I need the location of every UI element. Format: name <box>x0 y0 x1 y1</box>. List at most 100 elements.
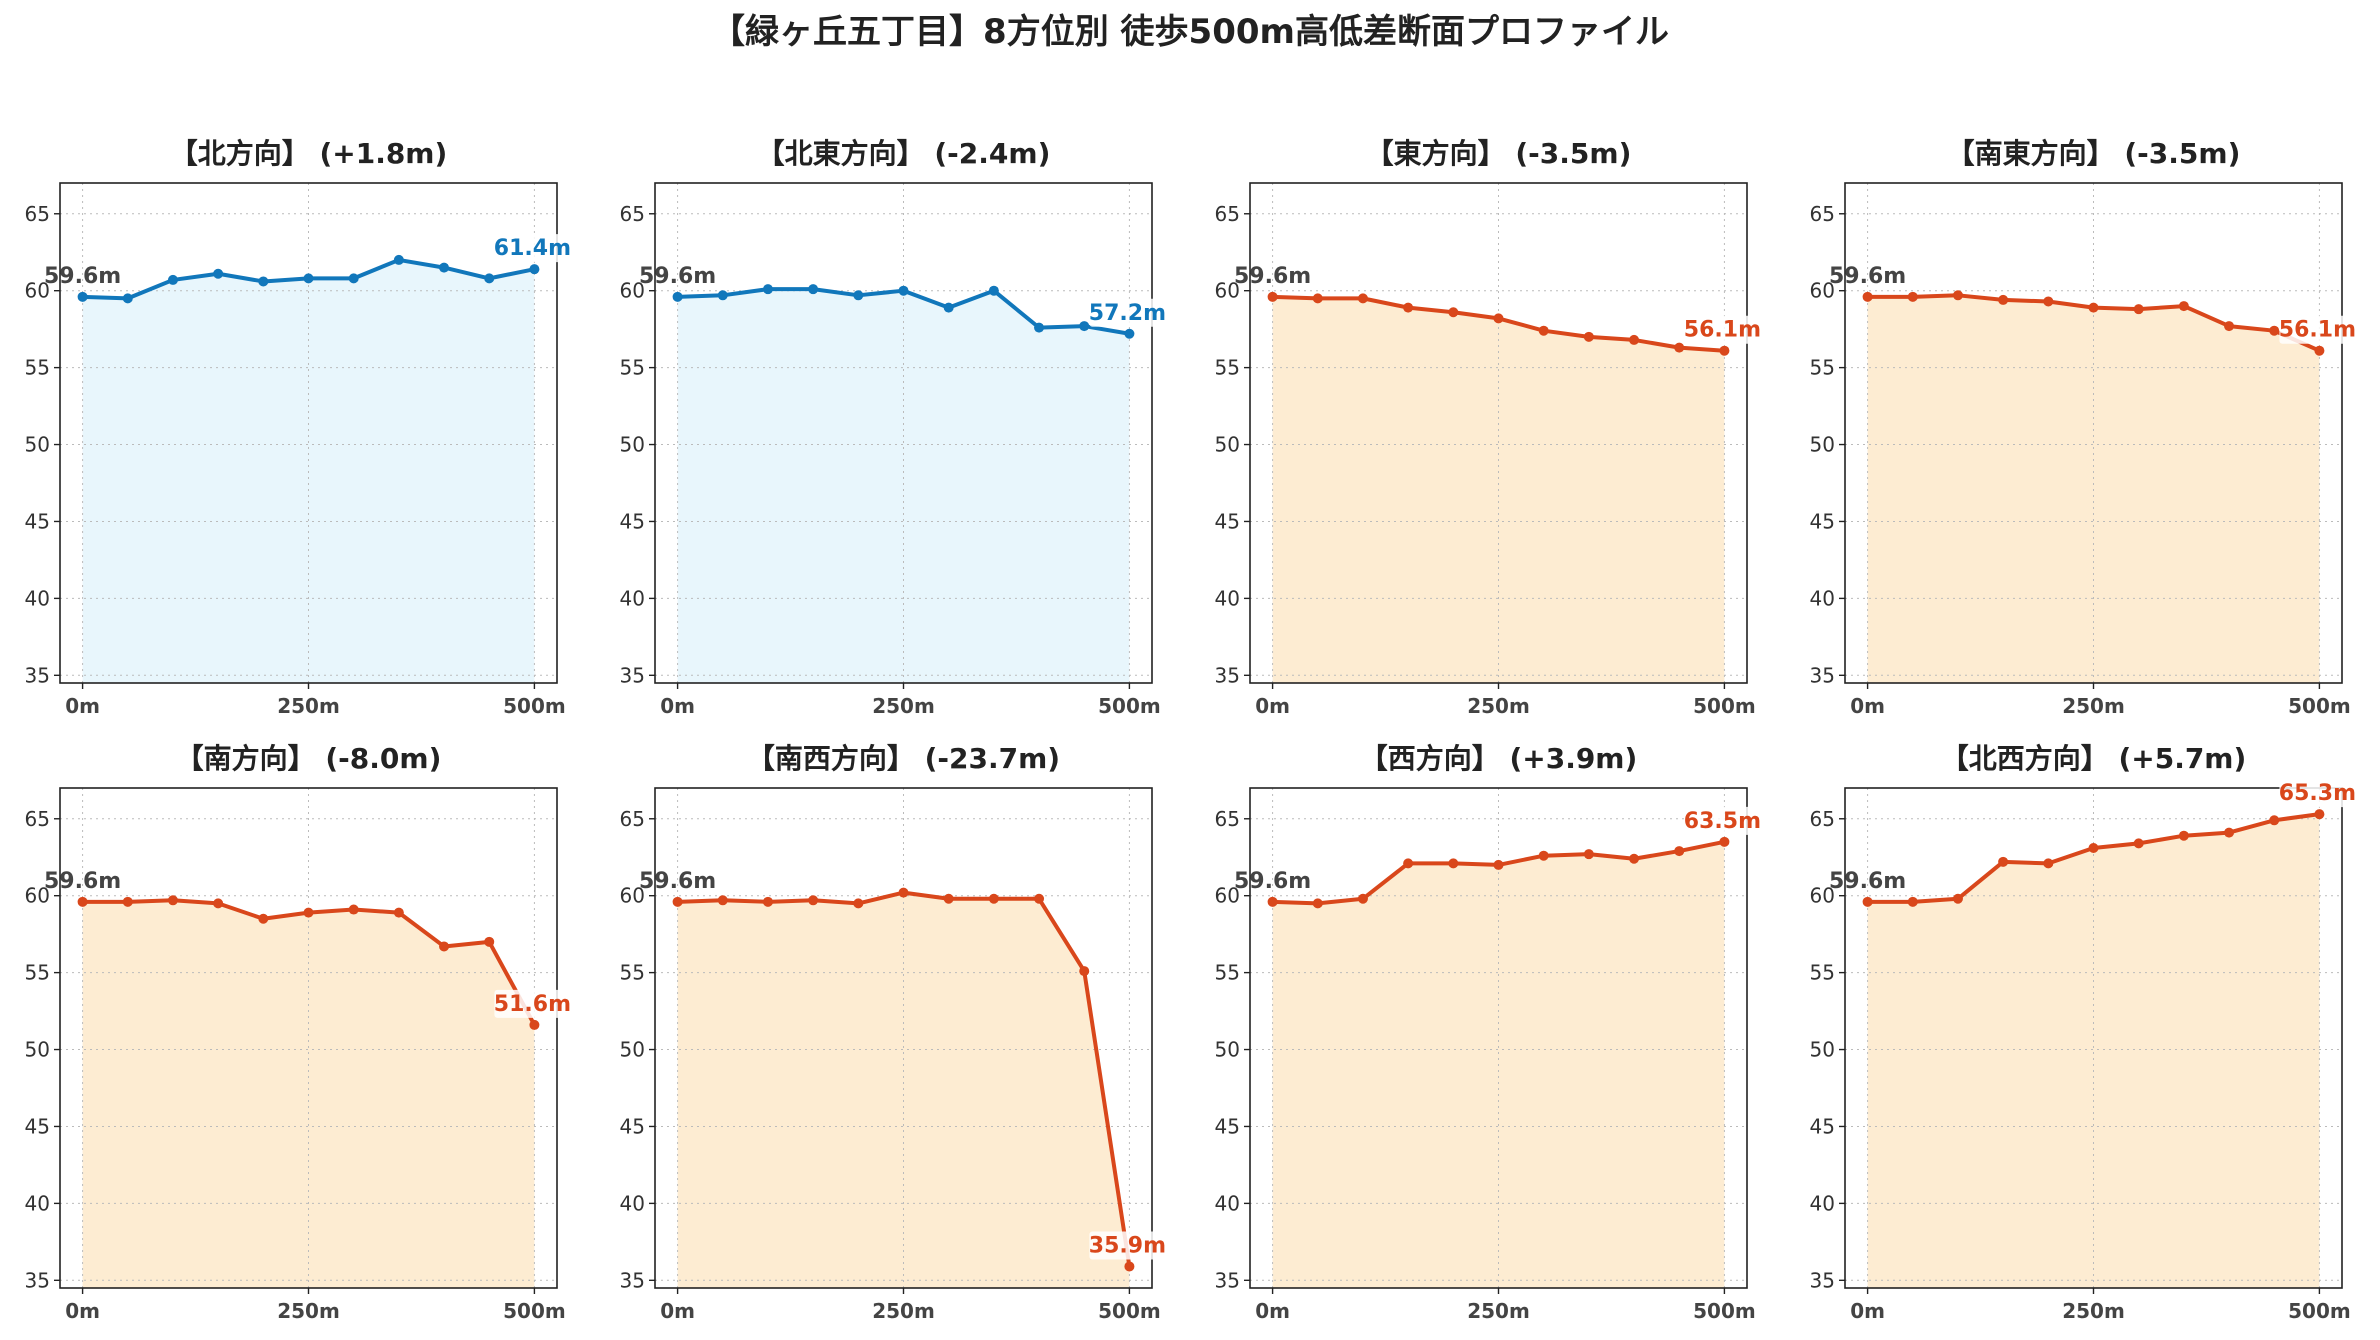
y-tick-label: 40 <box>1810 586 1835 610</box>
start-elevation-label: 59.6m <box>44 869 121 894</box>
start-elevation-label: 59.6m <box>1829 869 1906 894</box>
y-tick-label: 40 <box>620 586 645 610</box>
profile-point <box>1034 322 1045 333</box>
x-tick-label: 0m <box>1850 1299 1885 1323</box>
end-elevation-label: 51.6m <box>494 992 571 1017</box>
chart-panel-0: 【北方向】 (+1.8m) 35 40 45 50 55 60 65 0m 250m 500m 59.… <box>25 137 571 718</box>
profile-point <box>2043 296 2054 307</box>
y-tick-label: 40 <box>1810 1191 1835 1215</box>
profile-point <box>2088 843 2099 853</box>
profile-point <box>1357 293 1368 304</box>
y-tick-label: 35 <box>25 663 50 687</box>
x-tick-label: 250m <box>872 694 935 718</box>
end-label-background <box>1089 298 1166 327</box>
profile-point <box>1124 1261 1135 1272</box>
profile-point <box>1312 898 1323 909</box>
profile-point <box>529 264 540 275</box>
end-elevation-label: 56.1m <box>1684 318 1761 343</box>
profile-point <box>1448 307 1459 318</box>
profile-point <box>77 291 88 302</box>
profile-point <box>1629 334 1640 345</box>
profile-point <box>672 896 683 907</box>
y-tick-label: 35 <box>25 1268 50 1292</box>
y-tick-label: 35 <box>1810 1268 1835 1292</box>
x-tick-label: 500m <box>2288 1299 2351 1323</box>
figure-title: 【緑ヶ丘五丁目】8方位別 徒歩500m高低差断面プロファイル <box>711 12 1669 52</box>
y-tick-label: 45 <box>620 1114 645 1138</box>
profile-point <box>853 290 864 301</box>
y-tick-label: 50 <box>1215 433 1240 457</box>
chart-panel-2: 【東方向】 (-3.5m) 35 40 45 50 55 60 65 0m 250m 500m 59.… <box>1215 137 1761 718</box>
x-tick-label: 0m <box>1850 694 1885 718</box>
profile-point <box>2224 827 2235 838</box>
profile-point <box>1629 853 1640 864</box>
profile-point <box>2133 838 2144 849</box>
end-label-background <box>2279 315 2356 344</box>
chart-panel-5: 【南西方向】 (-23.7m) 35 40 45 50 55 60 65 0m 250m 500m 5… <box>620 742 1166 1323</box>
end-label-background <box>2279 779 2356 808</box>
x-tick-label: 500m <box>1098 1299 1161 1323</box>
profile-point <box>484 936 495 947</box>
y-tick-label: 60 <box>1215 884 1240 908</box>
profile-area-fill <box>677 892 1130 1288</box>
y-tick-label: 35 <box>620 1268 645 1292</box>
profile-point <box>1493 313 1504 324</box>
profile-point <box>529 1019 540 1030</box>
end-elevation-label: 61.4m <box>494 236 571 261</box>
profile-point <box>167 274 178 285</box>
profile-area-fill <box>677 289 1130 683</box>
profile-point <box>348 904 359 915</box>
profile-point <box>2269 815 2280 826</box>
y-tick-label: 65 <box>620 202 645 226</box>
y-tick-label: 65 <box>1215 202 1240 226</box>
end-label-background <box>494 989 571 1018</box>
x-tick-label: 500m <box>2288 694 2351 718</box>
y-tick-label: 55 <box>1810 356 1835 380</box>
y-tick-label: 60 <box>1810 279 1835 303</box>
chart-panel-7: 【北西方向】 (+5.7m) 35 40 45 50 55 60 65 0m 250m 500m 59… <box>1810 742 2356 1323</box>
profile-point <box>2133 304 2144 315</box>
x-tick-label: 0m <box>1255 694 1290 718</box>
y-tick-label: 65 <box>620 807 645 831</box>
profile-point <box>1267 291 1278 302</box>
end-elevation-label: 65.3m <box>2279 781 2356 806</box>
profile-point <box>484 273 495 284</box>
y-tick-label: 40 <box>1215 586 1240 610</box>
profile-point <box>439 941 450 952</box>
profile-point <box>2178 830 2189 841</box>
y-tick-label: 65 <box>1215 807 1240 831</box>
end-label-background <box>494 234 571 263</box>
end-elevation-label: 35.9m <box>1089 1233 1166 1258</box>
profile-point <box>898 887 909 898</box>
y-tick-label: 65 <box>1810 807 1835 831</box>
end-label-background <box>1684 806 1761 835</box>
profile-point <box>167 895 178 906</box>
profile-point <box>1674 846 1685 857</box>
x-tick-label: 0m <box>65 1299 100 1323</box>
panel-title: 【南東方向】 (-3.5m) <box>1947 137 2241 170</box>
profile-point <box>762 284 773 295</box>
x-tick-label: 250m <box>277 694 340 718</box>
start-elevation-label: 59.6m <box>1829 264 1906 289</box>
y-tick-label: 60 <box>620 279 645 303</box>
profile-point <box>348 273 359 284</box>
profile-point <box>1583 849 1594 860</box>
chart-panel-4: 【南方向】 (-8.0m) 35 40 45 50 55 60 65 0m 250m 500m 59.… <box>25 742 571 1323</box>
y-tick-label: 55 <box>1810 961 1835 985</box>
y-tick-label: 60 <box>25 884 50 908</box>
y-tick-label: 55 <box>620 961 645 985</box>
x-tick-label: 500m <box>503 694 566 718</box>
end-elevation-label: 56.1m <box>2279 318 2356 343</box>
profile-point <box>122 896 133 907</box>
y-tick-label: 35 <box>1215 1268 1240 1292</box>
profile-point <box>808 284 819 295</box>
end-label-background <box>1089 1231 1166 1260</box>
profile-point <box>1403 858 1414 869</box>
chart-panel-6: 【西方向】 (+3.9m) 35 40 45 50 55 60 65 0m 250m 500m 59.… <box>1215 742 1761 1323</box>
profile-point <box>943 893 954 904</box>
y-tick-label: 50 <box>1215 1038 1240 1062</box>
profile-point <box>808 895 819 906</box>
panel-title: 【南方向】 (-8.0m) <box>176 742 442 775</box>
y-tick-label: 50 <box>25 433 50 457</box>
